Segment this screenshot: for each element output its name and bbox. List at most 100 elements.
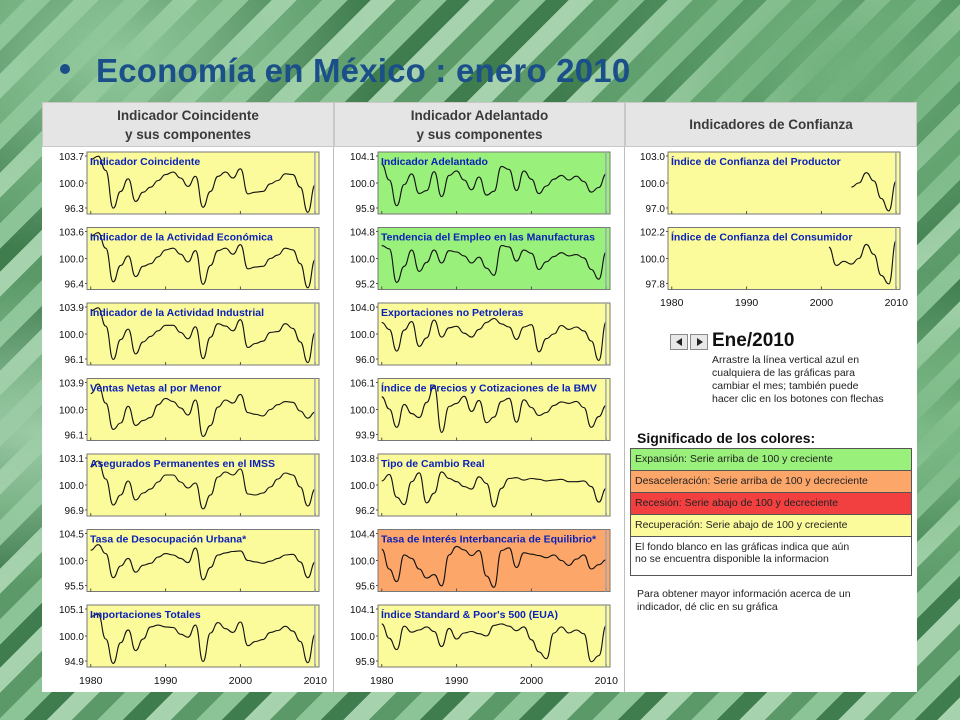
y-tick-label: 100.0	[59, 255, 84, 266]
color-legend: Expansión: Serie arriba de 100 y crecien…	[630, 448, 912, 576]
legend-note-line: El fondo blanco en las gráficas indica q…	[635, 541, 850, 553]
bullet-icon	[60, 64, 70, 75]
chart-4[interactable]: 103.1 100.0 96.9 Asegurados Permanentes en …	[59, 453, 320, 517]
x-tick-label: 1980	[370, 675, 394, 687]
chart-title: Tasa de Desocupación Urbana*	[90, 534, 247, 546]
chart-13[interactable]: 104.1 100.0 95.9 Índice Standard & Poor's 5…	[350, 604, 611, 668]
y-tick-label: 104.4	[350, 530, 375, 541]
chart-title: Indicador Coincidente	[90, 156, 200, 168]
indicator-charts: 103.7 100.0 96.3 Indicador Coincidente 103.6…	[59, 151, 908, 687]
x-tick-label: 1980	[79, 675, 103, 687]
plot-area[interactable]	[377, 378, 611, 441]
y-tick-label: 100.0	[350, 632, 375, 643]
x-tick-label: 2000	[520, 675, 544, 687]
dashboard-panel: Indicador Coincidente y sus componentes I…	[42, 102, 917, 692]
legend-title: Significado de los colores:	[637, 430, 816, 446]
plot-area[interactable]	[377, 151, 611, 215]
x-tick-label: 1980	[660, 297, 684, 309]
y-tick-label: 95.5	[65, 582, 85, 593]
chart-7[interactable]: 104.1 100.0 95.9 Indicador Adelantado	[350, 151, 611, 215]
chart-15[interactable]: 102.2 100.0 97.8 Índice de Confianza del Co…	[640, 227, 901, 291]
y-tick-label: 95.2	[356, 280, 376, 291]
column-header-line2: y sus componentes	[416, 126, 543, 142]
info-note: Para obtener mayor información acerca de…	[637, 588, 897, 614]
chart-10[interactable]: 106.1 100.0 93.9 Índice de Precios y Cotiza…	[350, 378, 611, 442]
chart-title: Importaciones Totales	[90, 609, 201, 621]
series-line	[381, 545, 607, 588]
y-tick-label: 100.0	[350, 255, 375, 266]
plot-area[interactable]	[667, 227, 901, 290]
y-tick-label: 102.2	[640, 228, 665, 239]
y-tick-label: 96.1	[65, 431, 85, 442]
column-divider	[624, 147, 625, 692]
y-tick-label: 104.5	[59, 530, 84, 541]
series-line	[381, 245, 607, 283]
y-tick-label: 103.0	[640, 152, 665, 163]
chart-0[interactable]: 103.7 100.0 96.3 Indicador Coincidente	[59, 151, 320, 215]
series-line	[90, 544, 316, 581]
chart-title: Índice Standard & Poor's 500 (EUA)	[381, 608, 558, 621]
series-line	[828, 239, 897, 285]
series-line	[381, 163, 607, 207]
chart-11[interactable]: 103.8 100.0 96.2 Tipo de Cambio Real	[350, 453, 611, 517]
y-tick-label: 93.9	[356, 431, 376, 442]
chart-1[interactable]: 103.6 100.0 96.4 Indicador de la Actividad …	[59, 227, 320, 291]
chart-title: Tasa de Interés Interbancaria de Equilib…	[381, 534, 597, 546]
chart-14[interactable]: 103.0 100.0 97.0 Índice de Confianza del Pr…	[640, 151, 901, 215]
nav-instructions: Arrastre la línea vertical azul en cualq…	[712, 354, 922, 406]
y-tick-label: 96.9	[65, 506, 85, 517]
chart-title: Índice de Confianza del Consumidor	[671, 231, 852, 244]
y-tick-label: 103.9	[59, 303, 84, 314]
plot-area[interactable]	[86, 302, 320, 366]
y-tick-label: 94.9	[65, 657, 85, 668]
y-tick-label: 100.0	[350, 406, 375, 417]
y-tick-label: 100.0	[59, 557, 84, 568]
series-line	[90, 232, 316, 289]
chart-9[interactable]: 104.0 100.0 96.0 Exportaciones no Petrolera…	[350, 302, 611, 366]
legend-item-note: El fondo blanco en las gráficas indica q…	[631, 537, 911, 575]
x-tick-label: 2000	[229, 675, 253, 687]
chart-title: Indicador de la Actividad Industrial	[90, 307, 264, 319]
chart-2[interactable]: 103.9 100.0 96.1 Indicador de la Actividad …	[59, 302, 320, 366]
current-month: Ene/2010	[712, 330, 795, 351]
chart-title: Exportaciones no Petroleras	[381, 307, 524, 319]
chart-title: Indicador Adelantado	[381, 156, 488, 168]
chart-title: Tipo de Cambio Real	[381, 458, 485, 470]
chart-3[interactable]: 103.9 100.0 96.1 Ventas Netas al por Menor	[59, 378, 320, 442]
y-tick-label: 100.0	[59, 481, 84, 492]
plot-area[interactable]	[377, 529, 611, 592]
y-tick-label: 104.0	[350, 303, 375, 314]
chart-5[interactable]: 104.5 100.0 95.5 Tasa de Desocupación Urban…	[59, 529, 320, 593]
instruction-line: hacer clic en los botones con flechas	[712, 393, 884, 405]
plot-area[interactable]	[377, 604, 611, 668]
instruction-line: Arrastre la línea vertical azul en	[712, 354, 860, 366]
series-line	[90, 460, 316, 510]
chart-8[interactable]: 104.8 100.0 95.2 Tendencia del Empleo en la…	[350, 227, 611, 291]
legend-item-recesion: Recesión: Serie abajo de 100 y decrecien…	[631, 493, 911, 515]
prev-month-button[interactable]	[670, 334, 688, 350]
series-line	[90, 307, 316, 364]
chart-12[interactable]: 104.4 100.0 95.6 Tasa de Interés Interbanca…	[350, 529, 611, 593]
chart-title: Índice de Precios y Cotizaciones de la B…	[381, 382, 597, 395]
y-tick-label: 103.6	[59, 228, 84, 239]
plot-area[interactable]	[86, 604, 320, 668]
series-line	[90, 155, 316, 213]
instruction-line: cambiar el mes; también puede	[712, 380, 859, 392]
y-tick-label: 96.0	[356, 355, 376, 366]
x-tick-label: 2000	[810, 297, 834, 309]
chart-6[interactable]: 105.1 100.0 94.9 Importaciones Totales	[59, 604, 320, 668]
column-header-coincidente: Indicador Coincidente y sus componentes	[42, 102, 334, 147]
next-month-button[interactable]	[690, 334, 708, 350]
column-header-adelantado: Indicador Adelantado y sus componentes	[334, 102, 625, 147]
y-tick-label: 103.1	[59, 454, 84, 465]
plot-area[interactable]	[377, 227, 611, 290]
plot-area[interactable]	[667, 151, 901, 215]
y-tick-label: 103.7	[59, 152, 84, 163]
x-tick-label: 2010	[595, 675, 619, 687]
plot-area[interactable]	[377, 453, 611, 517]
legend-note-line: no se encuentra disponible la informacio…	[635, 553, 829, 565]
y-tick-label: 95.9	[356, 204, 376, 215]
y-tick-label: 100.0	[59, 406, 84, 417]
series-line	[381, 471, 607, 508]
y-tick-label: 100.0	[640, 179, 665, 190]
